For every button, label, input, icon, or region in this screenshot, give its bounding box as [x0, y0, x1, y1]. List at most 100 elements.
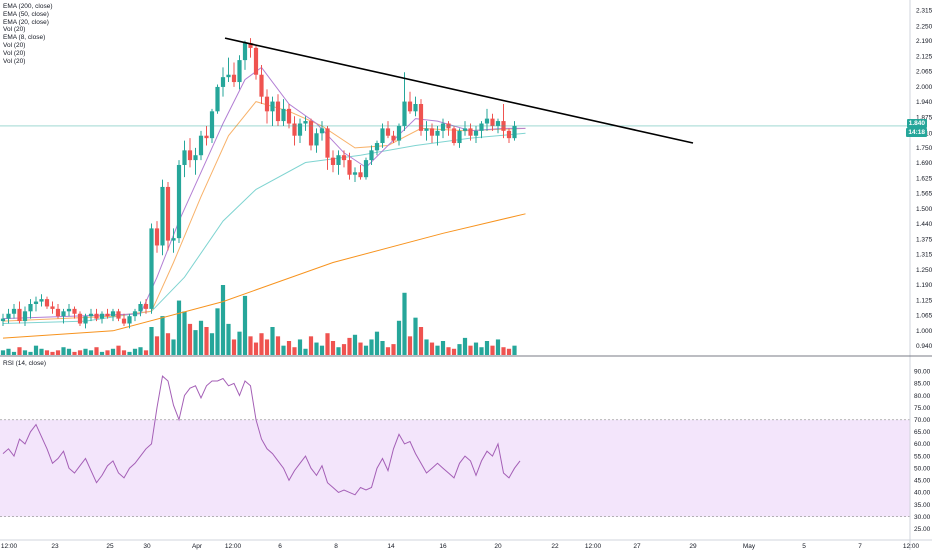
candle-body — [242, 43, 248, 61]
candle-body — [319, 128, 325, 134]
legend-item[interactable]: Vol (20) — [3, 49, 26, 57]
candle-body — [380, 128, 385, 144]
volume-bar — [479, 347, 484, 355]
candle-body — [385, 128, 391, 136]
candle-body — [226, 74, 231, 78]
volume-bar — [259, 333, 264, 355]
volume-bar — [226, 323, 231, 355]
candle-body — [127, 316, 132, 324]
volume-bar — [418, 327, 424, 355]
volume-bar — [138, 347, 143, 355]
candle-body — [506, 130, 512, 139]
volume-bar — [506, 348, 512, 355]
rsi-axis-tick: 45.00 — [914, 478, 931, 485]
time-axis-tick: 7 — [858, 543, 862, 550]
time-axis-tick: 12:00 — [903, 543, 920, 550]
volume-bar — [33, 345, 39, 355]
volume-bar — [215, 308, 220, 355]
legend-item[interactable]: EMA (200, close) — [3, 3, 53, 10]
candle-body — [220, 77, 226, 87]
candle-body — [105, 313, 110, 317]
volume-bar — [231, 339, 237, 355]
rsi-axis-tick: 40.00 — [914, 490, 931, 497]
volume-bar — [61, 347, 66, 355]
rsi-axis-tick: 25.00 — [914, 526, 931, 533]
volume-bar — [171, 339, 176, 355]
rsi-axis-tick: 60.00 — [914, 441, 931, 448]
time-axis-tick: May — [743, 543, 756, 550]
volume-bar — [270, 327, 275, 355]
legend-item[interactable]: EMA (8, close) — [3, 34, 46, 42]
volume-bar — [374, 331, 380, 355]
volume-bar — [330, 341, 336, 355]
candle-body — [215, 86, 220, 112]
candle-body — [468, 128, 473, 136]
legend-item[interactable]: Vol (20) — [3, 57, 26, 65]
candle-body — [149, 228, 154, 309]
volume-bar — [50, 351, 55, 355]
candle-body — [182, 150, 187, 165]
candle-body — [33, 301, 39, 304]
candle-body — [116, 311, 121, 319]
volume-bar — [193, 330, 198, 355]
price-axis-tick: 1.500 — [916, 206, 932, 213]
volume-bar — [248, 336, 253, 355]
candle-body — [462, 128, 468, 131]
volume-bar — [396, 320, 402, 355]
volume-bar — [429, 342, 435, 355]
volume-bar — [407, 336, 413, 355]
candle-body — [28, 304, 33, 312]
candle-body — [297, 123, 303, 136]
volume-bar — [44, 350, 50, 355]
ema50-line — [2, 132, 526, 324]
price-axis-tick: 1.315 — [916, 251, 932, 258]
volume-bar — [154, 336, 160, 355]
volume-bar — [209, 333, 215, 355]
price-axis-tick: 1.875 — [916, 115, 932, 122]
volume-bar — [77, 350, 83, 355]
candle-body — [352, 172, 358, 175]
volume-bar — [336, 347, 341, 355]
volume-bar — [105, 350, 110, 355]
rsi-band — [0, 419, 910, 517]
candle-body — [0, 318, 6, 322]
ema8-line — [2, 66, 526, 320]
legend-item[interactable]: EMA (20, close) — [3, 18, 49, 26]
rsi-axis-tick: 85.00 — [914, 381, 931, 388]
price-axis-tick: 1.375 — [916, 237, 932, 244]
candle-body — [237, 60, 242, 83]
candle-body — [94, 313, 99, 319]
legend-item[interactable]: Vol (20) — [3, 41, 26, 49]
candle-body — [264, 96, 270, 112]
candle-body — [231, 74, 237, 83]
price-axis-tick: 1.190 — [916, 282, 932, 289]
volume-bar — [363, 345, 369, 355]
volume-bar — [94, 347, 99, 355]
candle-body — [358, 172, 363, 178]
volume-bar — [402, 292, 407, 355]
volume-bar — [264, 339, 270, 355]
candle-body — [402, 101, 407, 126]
legend-item[interactable]: EMA (50, close) — [3, 10, 49, 18]
candle-body — [490, 118, 495, 126]
candle-body — [413, 104, 418, 112]
price-axis-tick: 1.125 — [916, 298, 932, 305]
volume-bar — [165, 333, 171, 355]
legend-item[interactable]: Vol (20) — [3, 26, 26, 34]
price-axis-tick: 2.000 — [916, 84, 932, 91]
candle-body — [50, 306, 55, 309]
volume-bar — [149, 327, 154, 355]
candle-body — [204, 135, 209, 139]
candle-body — [259, 74, 264, 97]
volume-bar — [6, 348, 11, 355]
volume-bar — [132, 348, 138, 355]
volume-bar — [275, 336, 281, 355]
volume-bar — [391, 344, 396, 355]
rsi-title[interactable]: RSI (14, close) — [3, 360, 46, 367]
volume-bar — [176, 300, 182, 355]
last-price-tag: 1.840 — [906, 119, 927, 128]
price-axis-tick: 1.440 — [916, 221, 932, 228]
candle-body — [61, 311, 66, 317]
volume-bar — [160, 316, 165, 355]
